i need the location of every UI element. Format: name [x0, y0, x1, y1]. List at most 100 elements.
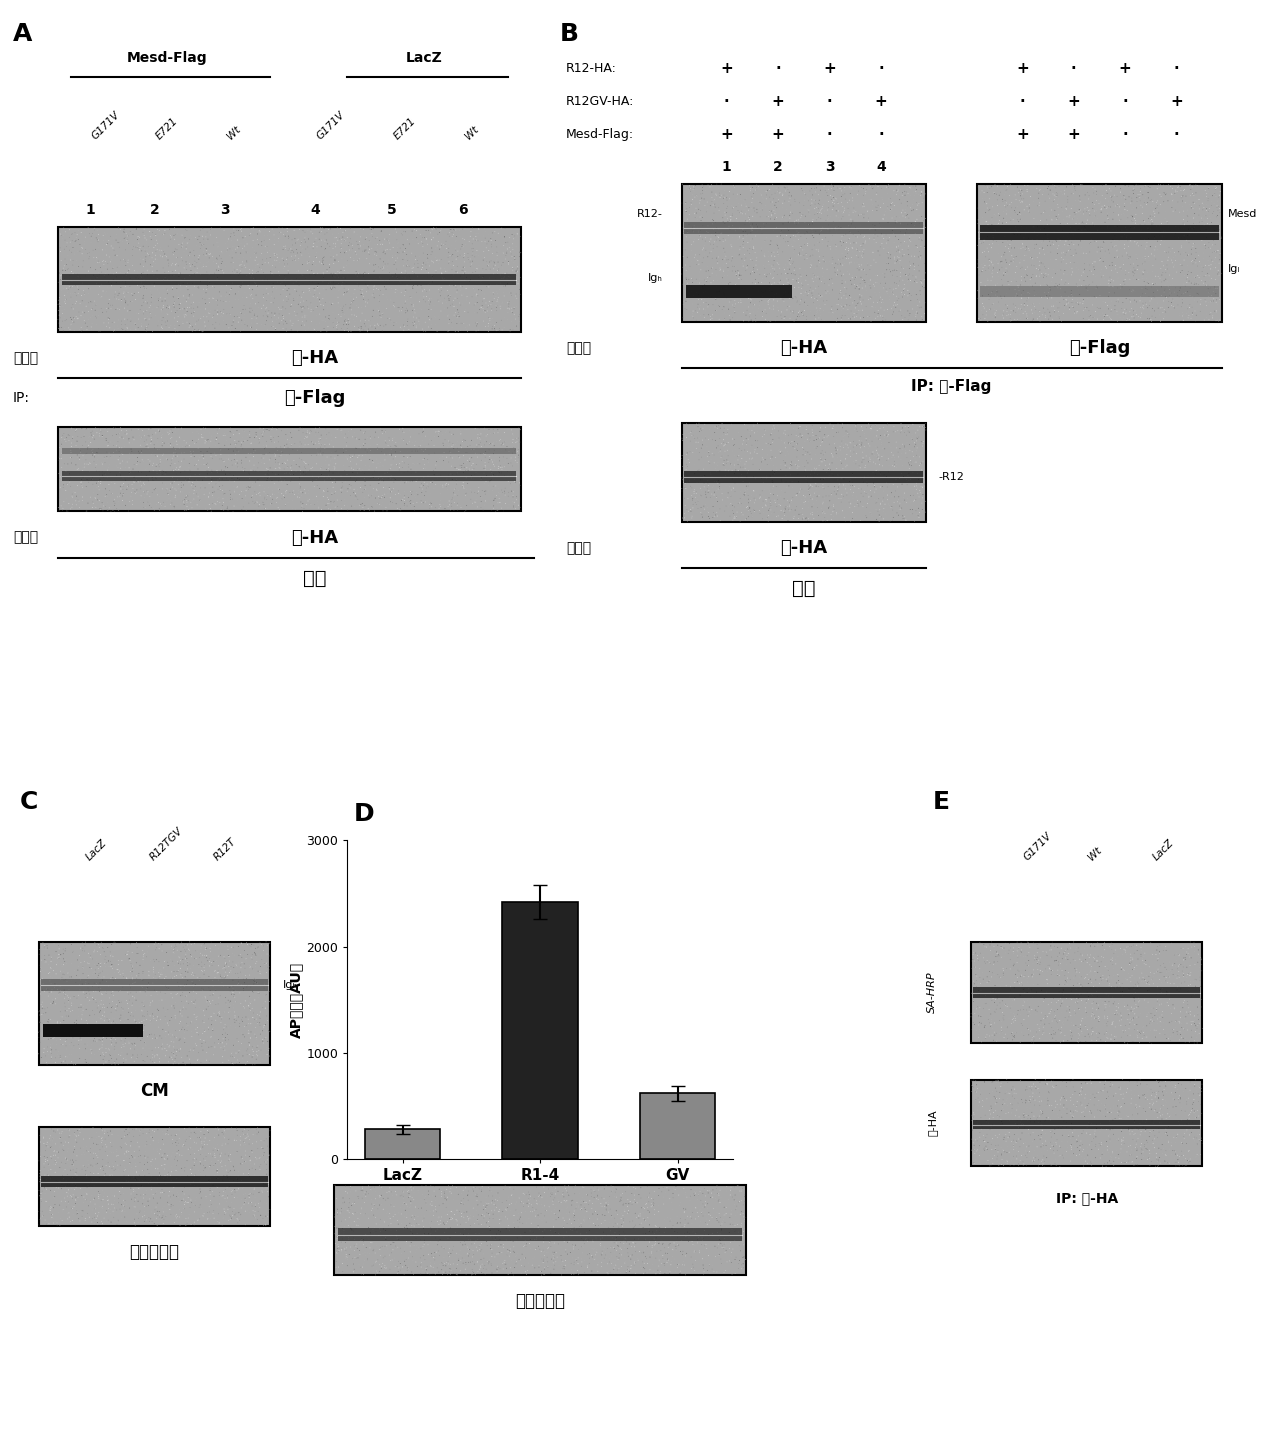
Point	[981, 1149, 1002, 1172]
Point	[234, 1130, 255, 1153]
Point	[1034, 1149, 1055, 1172]
Point	[81, 298, 102, 322]
Point	[1062, 178, 1083, 201]
Point	[166, 1043, 186, 1066]
Bar	[44, 1024, 143, 1036]
Point	[386, 1184, 406, 1207]
Point	[736, 246, 756, 270]
Point	[989, 258, 1010, 281]
Point	[157, 268, 177, 291]
Point	[1112, 1151, 1133, 1174]
Point	[899, 456, 919, 480]
Text: E: E	[932, 790, 949, 814]
Point	[698, 1178, 719, 1201]
Point	[752, 281, 773, 304]
Point	[391, 490, 412, 513]
Point	[427, 320, 448, 343]
Point	[68, 265, 89, 288]
Point	[701, 207, 721, 230]
Point	[210, 280, 230, 303]
Point	[73, 309, 94, 332]
Point	[730, 1214, 751, 1237]
Point	[215, 433, 235, 456]
Point	[1188, 1082, 1209, 1106]
Point	[963, 1135, 984, 1158]
Point	[880, 214, 900, 238]
Point	[760, 262, 781, 285]
Point	[696, 426, 716, 449]
Point	[120, 1146, 140, 1169]
Point	[459, 451, 480, 474]
Point	[285, 238, 306, 261]
Point	[1075, 1030, 1096, 1053]
Point	[69, 1210, 90, 1233]
Point	[909, 241, 930, 264]
Point	[75, 312, 95, 335]
Point	[46, 1033, 67, 1056]
Point	[338, 1227, 359, 1250]
Point	[198, 310, 219, 333]
Point	[62, 1026, 82, 1049]
Point	[76, 1164, 96, 1187]
Point	[983, 1129, 1003, 1152]
Point	[298, 478, 319, 501]
Point	[548, 1222, 568, 1245]
Point	[248, 1200, 269, 1223]
Point	[838, 461, 859, 484]
Point	[1118, 204, 1138, 227]
Point	[1038, 953, 1058, 977]
Point	[400, 445, 421, 468]
Point	[60, 1043, 81, 1066]
Point	[810, 284, 831, 307]
Point	[251, 1204, 271, 1227]
Point	[121, 1188, 141, 1211]
Point	[194, 270, 215, 293]
Point	[340, 443, 360, 467]
Point	[439, 312, 459, 335]
Point	[748, 297, 769, 320]
Point	[863, 467, 883, 490]
Point	[883, 283, 904, 306]
Point	[170, 1037, 190, 1061]
Point	[275, 480, 296, 503]
Point	[962, 956, 983, 980]
Point	[305, 217, 325, 241]
Point	[507, 1249, 527, 1272]
Point	[112, 270, 132, 293]
Point	[381, 1219, 401, 1242]
Point	[374, 1253, 395, 1277]
Point	[1040, 959, 1061, 982]
Point	[554, 1182, 575, 1206]
Point	[315, 233, 336, 256]
Point	[199, 984, 220, 1007]
Point	[401, 1223, 422, 1246]
Point	[396, 1214, 417, 1237]
Point	[728, 474, 748, 497]
Point	[1046, 949, 1066, 972]
Point	[463, 1178, 484, 1201]
Point	[601, 1224, 621, 1248]
Point	[887, 293, 908, 316]
Point	[1048, 175, 1069, 199]
Point	[140, 1010, 161, 1033]
Point	[1103, 993, 1124, 1016]
Point	[621, 1182, 642, 1206]
Point	[894, 278, 914, 301]
Point	[86, 303, 107, 326]
Point	[125, 1214, 145, 1237]
Point	[709, 1203, 729, 1226]
Point	[75, 1048, 95, 1071]
Point	[1137, 971, 1157, 994]
Point	[1133, 1082, 1154, 1106]
Point	[374, 420, 395, 443]
Point	[228, 452, 248, 475]
Point	[143, 1051, 163, 1074]
Point	[104, 1026, 125, 1049]
Point	[180, 1143, 201, 1166]
Point	[247, 490, 267, 513]
Point	[197, 261, 217, 284]
Point	[1024, 1024, 1044, 1048]
Point	[1069, 987, 1089, 1010]
Point	[505, 1191, 526, 1214]
Point	[844, 430, 864, 454]
